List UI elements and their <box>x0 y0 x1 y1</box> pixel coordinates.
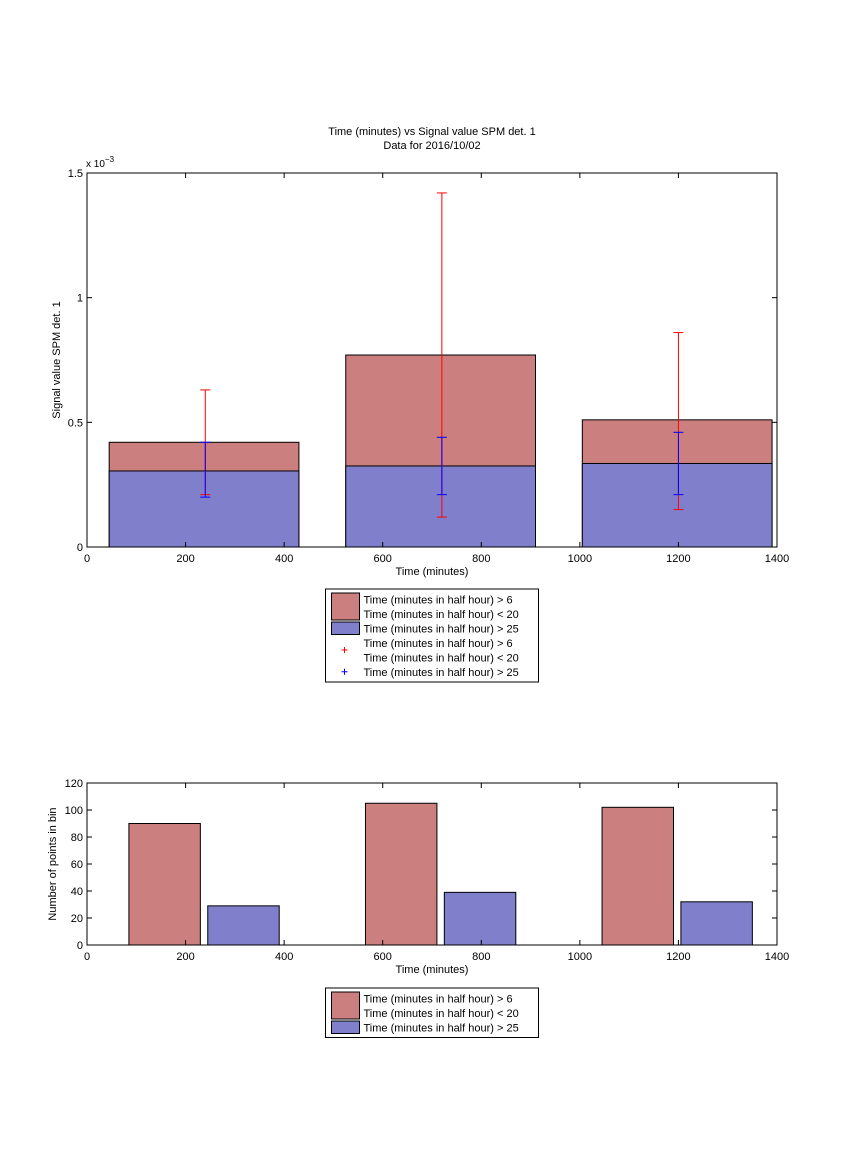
legend-label: Time (minutes in half hour) < 20 <box>364 653 519 665</box>
top-chart: Time (minutes) vs Signal value SPM det. … <box>51 126 789 683</box>
y-tick-label: 0 <box>77 542 83 554</box>
y-tick-label: 120 <box>65 778 83 790</box>
y-tick-label: 20 <box>71 913 83 925</box>
top-chart-x-ticks: 0 200 400 600 800 1000 1200 1400 <box>84 173 789 565</box>
legend-swatch <box>331 621 360 635</box>
y-tick-label: 100 <box>65 805 83 817</box>
bottom-chart-y-ticks: 0 20 40 60 80 100 120 <box>65 778 777 952</box>
x-tick-label: 200 <box>176 553 194 565</box>
x-tick-label: 800 <box>472 951 490 963</box>
legend-swatch <box>331 1020 360 1034</box>
bar-series-2 <box>345 465 536 548</box>
bottom-chart-xlabel: Time (minutes) <box>396 964 469 976</box>
bottom-chart: 0 200 400 600 800 1000 1200 1400 0 20 40 60 80 100 12… <box>47 778 789 1038</box>
x-tick-label: 1400 <box>765 951 789 963</box>
bar-series-2 <box>680 901 753 946</box>
bar-series-2 <box>207 905 280 946</box>
x-tick-label: 400 <box>275 553 293 565</box>
top-chart-exponent: x 10−3 <box>86 155 115 170</box>
legend-label: Time (minutes in half hour) > 6 <box>364 994 513 1006</box>
x-tick-label: 400 <box>275 951 293 963</box>
y-tick-label: 80 <box>71 832 83 844</box>
top-chart-error-bars <box>200 192 684 518</box>
legend-label: Time (minutes in half hour) > 25 <box>364 667 519 679</box>
x-tick-label: 600 <box>374 951 392 963</box>
legend-box <box>325 588 539 683</box>
bar-series-1 <box>364 802 438 946</box>
bar-series-1 <box>128 823 201 946</box>
x-tick-label: 1400 <box>765 553 789 565</box>
legend-swatch <box>331 592 360 621</box>
y-tick-label: 0 <box>77 940 83 952</box>
top-chart-bars <box>108 354 773 548</box>
bottom-chart-legend: Time (minutes in half hour) > 6 Time (min… <box>325 987 539 1038</box>
y-tick-label: 40 <box>71 886 83 898</box>
top-chart-xlabel: Time (minutes) <box>396 566 469 578</box>
x-tick-label: 800 <box>472 553 490 565</box>
top-chart-subtitle: Data for 2016/10/02 <box>383 140 480 152</box>
bar-series-2 <box>443 891 517 946</box>
y-tick-label: 60 <box>71 859 83 871</box>
legend-label: Time (minutes in half hour) < 20 <box>364 1008 519 1020</box>
top-chart-y-ticks: 0 0.5 1 1.5 <box>68 168 777 554</box>
top-chart-axes-box <box>86 172 778 548</box>
y-tick-label: 1 <box>77 293 83 305</box>
top-chart-legend: Time (minutes in half hour) > 6 Time (min… <box>325 588 539 683</box>
legend-label: Time (minutes in half hour) > 25 <box>364 1023 519 1035</box>
bar-series-2 <box>108 470 300 548</box>
y-tick-label: 0.5 <box>68 417 83 429</box>
x-tick-label: 600 <box>374 553 392 565</box>
bottom-chart-bars <box>128 802 753 946</box>
legend-swatch <box>331 991 360 1020</box>
top-chart-ylabel: Signal value SPM det. 1 <box>51 301 63 418</box>
bar-series-1 <box>601 806 674 946</box>
x-tick-label: 1000 <box>568 951 592 963</box>
legend-label: Time (minutes in half hour) > 25 <box>364 624 519 636</box>
x-tick-label: 1000 <box>568 553 592 565</box>
bottom-chart-x-ticks: 0 200 400 600 800 1000 1200 1400 <box>84 783 789 963</box>
x-tick-label: 1200 <box>666 553 690 565</box>
legend-label: Time (minutes in half hour) > 6 <box>364 638 513 650</box>
legend-box <box>325 987 539 1038</box>
x-tick-label: 200 <box>176 951 194 963</box>
top-chart-title: Time (minutes) vs Signal value SPM det. … <box>328 126 535 138</box>
x-tick-label: 0 <box>84 951 90 963</box>
bottom-chart-ylabel: Number of points in bin <box>47 807 59 920</box>
x-tick-label: 1200 <box>666 951 690 963</box>
legend-label: Time (minutes in half hour) < 20 <box>364 609 519 621</box>
x-tick-label: 0 <box>84 553 90 565</box>
y-tick-label: 1.5 <box>68 168 83 180</box>
bar-series-2 <box>581 462 773 548</box>
legend-label: Time (minutes in half hour) > 6 <box>364 595 513 607</box>
